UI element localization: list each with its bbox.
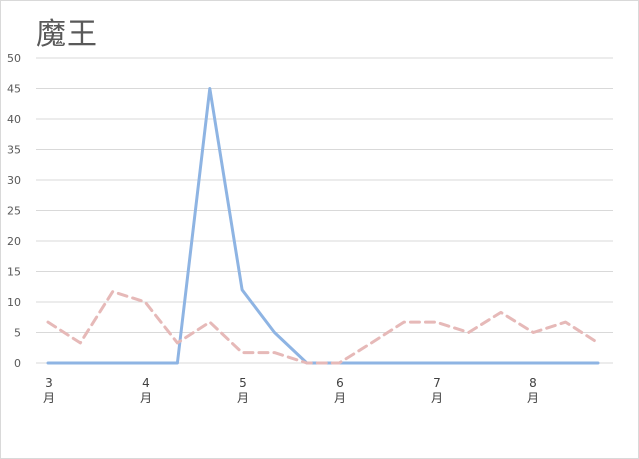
chart-title: 魔王 xyxy=(36,17,98,52)
y-tick-label-10: 10 xyxy=(7,296,21,309)
gridlines xyxy=(36,57,613,364)
y-tick-label-45: 45 xyxy=(7,83,21,96)
x-tick-label-6: 6 xyxy=(336,376,344,390)
series-line-2 xyxy=(46,290,600,365)
y-tick-label-0: 0 xyxy=(14,357,21,370)
x-tick-unit-8: 月 xyxy=(527,391,539,405)
x-tick-label-3: 3 xyxy=(45,376,53,390)
y-tick-label-25: 25 xyxy=(7,205,21,218)
y-tick-label-35: 35 xyxy=(7,144,21,157)
y-tick-label-40: 40 xyxy=(7,113,21,126)
x-tick-unit-6: 月 xyxy=(334,391,346,405)
x-tick-unit-4: 月 xyxy=(140,391,152,405)
series-lines xyxy=(46,87,600,365)
y-tick-label-15: 15 xyxy=(7,266,21,279)
y-tick-label-20: 20 xyxy=(7,235,21,248)
y-tick-label-50: 50 xyxy=(7,52,21,65)
y-tick-label-5: 5 xyxy=(14,327,21,340)
x-tick-unit-7: 月 xyxy=(431,391,443,405)
y-axis-tick-labels: 0 5 10 15 20 25 30 35 40 45 50 xyxy=(7,52,21,370)
x-tick-label-8: 8 xyxy=(529,376,537,390)
x-tick-unit-3: 月 xyxy=(43,391,55,405)
x-tick-label-5: 5 xyxy=(239,376,247,390)
x-tick-unit-5: 月 xyxy=(237,391,249,405)
x-tick-label-4: 4 xyxy=(142,376,150,390)
y-tick-label-30: 30 xyxy=(7,174,21,187)
x-tick-label-7: 7 xyxy=(433,376,441,390)
